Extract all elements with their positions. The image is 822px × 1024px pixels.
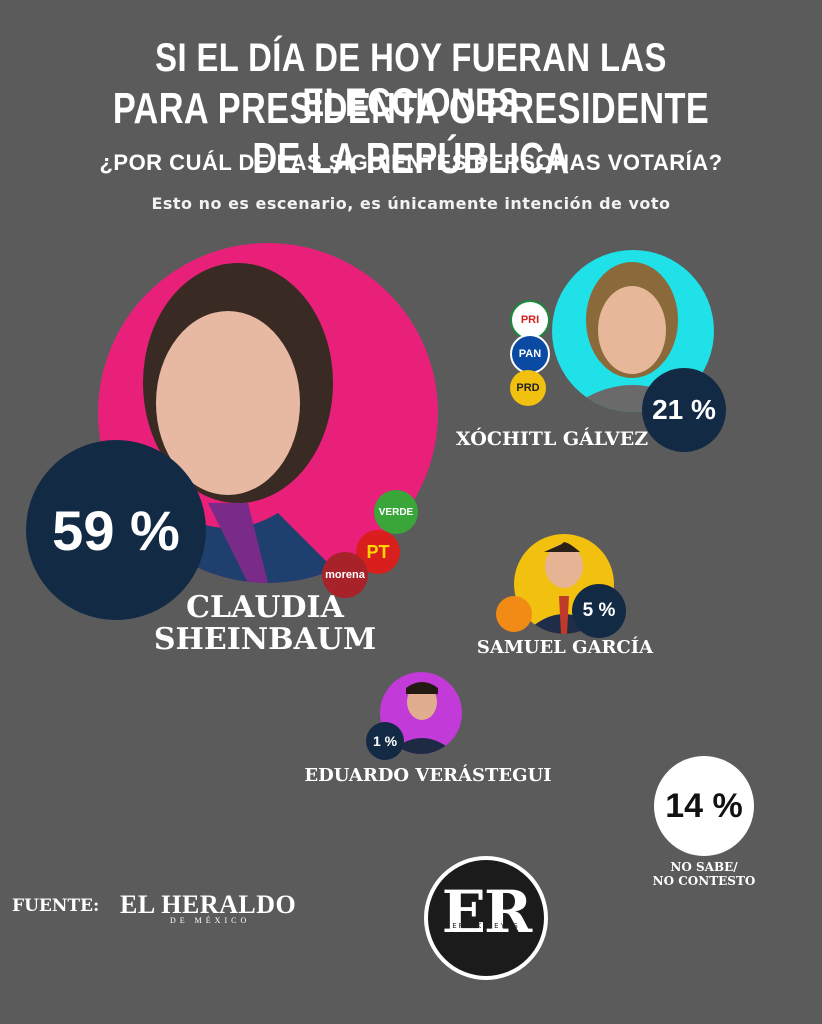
sheinbaum-percent: 59 % bbox=[26, 440, 206, 620]
mc-logo bbox=[496, 596, 532, 632]
morena-logo: morena bbox=[322, 552, 368, 598]
note-text: Esto no es escenario, es únicamente inte… bbox=[151, 194, 671, 213]
brand-initials: ER bbox=[441, 878, 532, 946]
verde-logo: VERDE bbox=[374, 490, 418, 534]
pri-logo: PRI bbox=[510, 300, 550, 340]
question-text: ¿POR CUÁL DE LAS SIGUIENTES PERSONAS VOT… bbox=[99, 150, 723, 175]
title-line-2: PARA PRESIDENTA O PRESIDENTE DE LA REPÚB… bbox=[112, 84, 710, 183]
brand-logo: ER ERICK REYES bbox=[424, 856, 548, 980]
galvez-percent: 21 % bbox=[642, 368, 726, 452]
source-logo-sub: DE MÉXICO bbox=[170, 916, 251, 925]
source-logo: EL HERALDO bbox=[120, 890, 297, 919]
garcia-name: SAMUEL GARCÍA bbox=[476, 637, 654, 658]
source-label: FUENTE: bbox=[12, 896, 100, 916]
sheinbaum-name: CLAUDIA SHEINBAUM bbox=[150, 592, 380, 656]
prd-logo: PRD bbox=[510, 370, 546, 406]
undecided-percent: 14 % bbox=[654, 756, 754, 856]
brand-name: ERICK REYES bbox=[452, 922, 520, 930]
galvez-name: XÓCHITL GÁLVEZ bbox=[455, 428, 649, 450]
verastegui-photo bbox=[388, 682, 456, 754]
pan-logo: PAN bbox=[510, 334, 550, 374]
verastegui-percent: 1 % bbox=[366, 722, 404, 760]
title-line-1: SI EL DÍA DE HOY FUERAN LAS ELECCIONES bbox=[155, 36, 667, 125]
sheinbaum-photo bbox=[138, 263, 348, 583]
garcia-percent: 5 % bbox=[572, 584, 626, 638]
sheinbaum-name-line1: CLAUDIA bbox=[186, 590, 344, 625]
undecided-label-line2: NO CONTESTO bbox=[652, 874, 756, 888]
sheinbaum-name-line2: SHEINBAUM bbox=[153, 622, 377, 657]
verastegui-name: EDUARDO VERÁSTEGUI bbox=[304, 765, 552, 786]
undecided-label: NO SABE/ NO CONTESTO bbox=[634, 860, 774, 888]
undecided-label-line1: NO SABE/ bbox=[670, 860, 738, 874]
